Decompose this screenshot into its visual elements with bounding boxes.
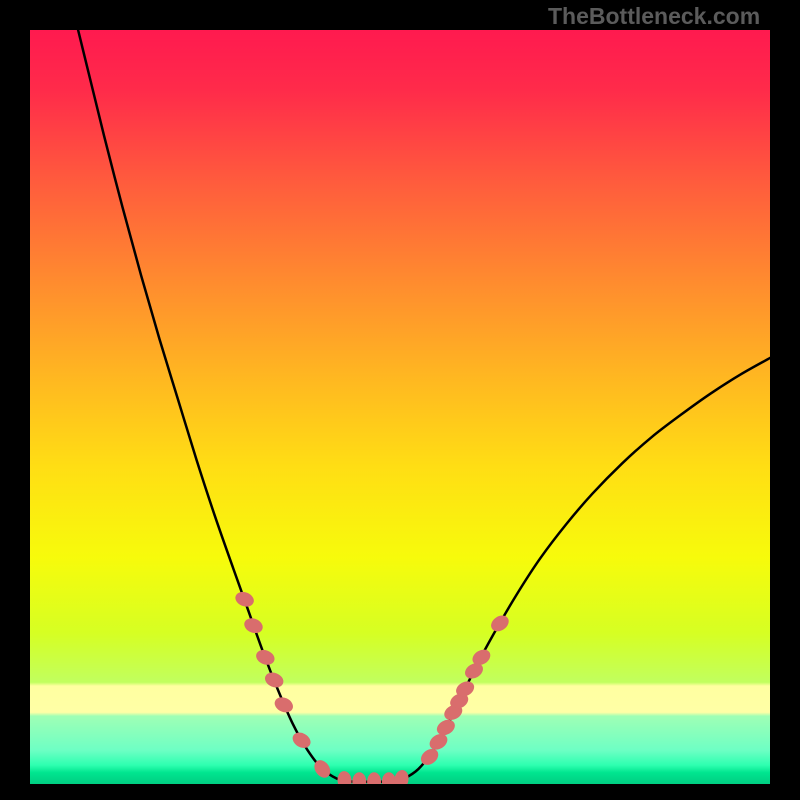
chart-frame: TheBottleneck.com [0, 0, 800, 800]
bottleneck-curve-chart [30, 30, 770, 784]
chart-background-gradient [30, 30, 770, 784]
watermark-text: TheBottleneck.com [548, 3, 760, 30]
